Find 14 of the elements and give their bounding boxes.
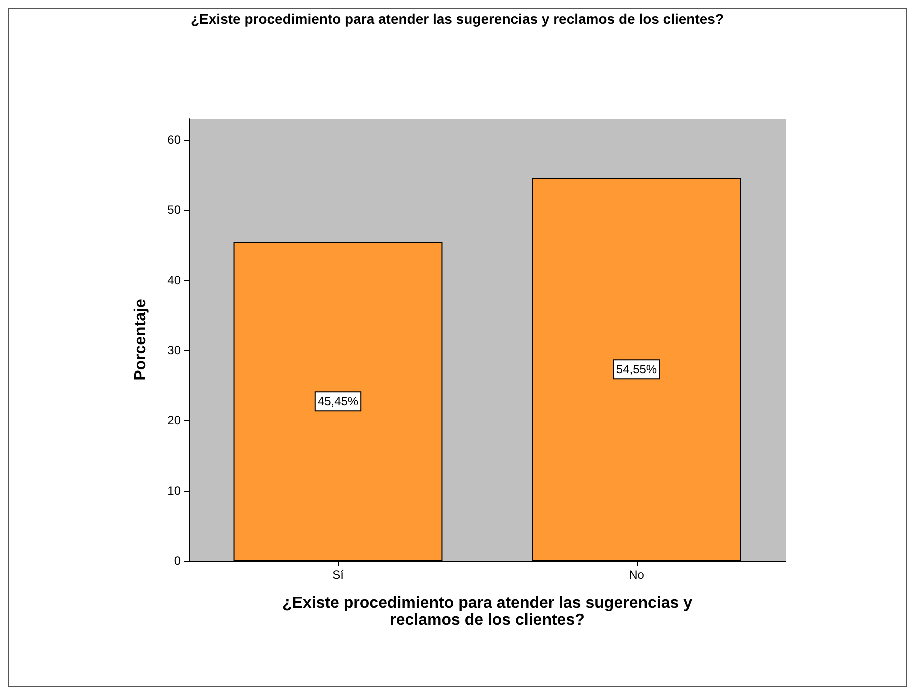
y-axis-title: Porcentaje <box>132 298 150 381</box>
y-tick-label: 10 <box>168 484 182 498</box>
y-tick-label: 40 <box>168 273 182 288</box>
data-label: 45,45% <box>318 394 359 409</box>
x-tick-label: Sí <box>332 568 345 582</box>
y-tick-label: 60 <box>168 133 182 148</box>
x-tick-label: No <box>629 568 645 582</box>
x-axis-title: ¿Existe procedimiento para atender las sugerencias y reclamos de los clientes? <box>282 595 693 629</box>
y-tick-label: 20 <box>168 414 182 428</box>
data-label: 54,55% <box>616 362 658 377</box>
chart-title: ¿Existe procedimiento para atender las sugerencias y reclamos de los clientes? <box>191 11 724 27</box>
y-tick-label: 30 <box>168 344 182 358</box>
y-tick-label: 0 <box>174 554 182 568</box>
y-tick-label: 50 <box>168 203 182 218</box>
